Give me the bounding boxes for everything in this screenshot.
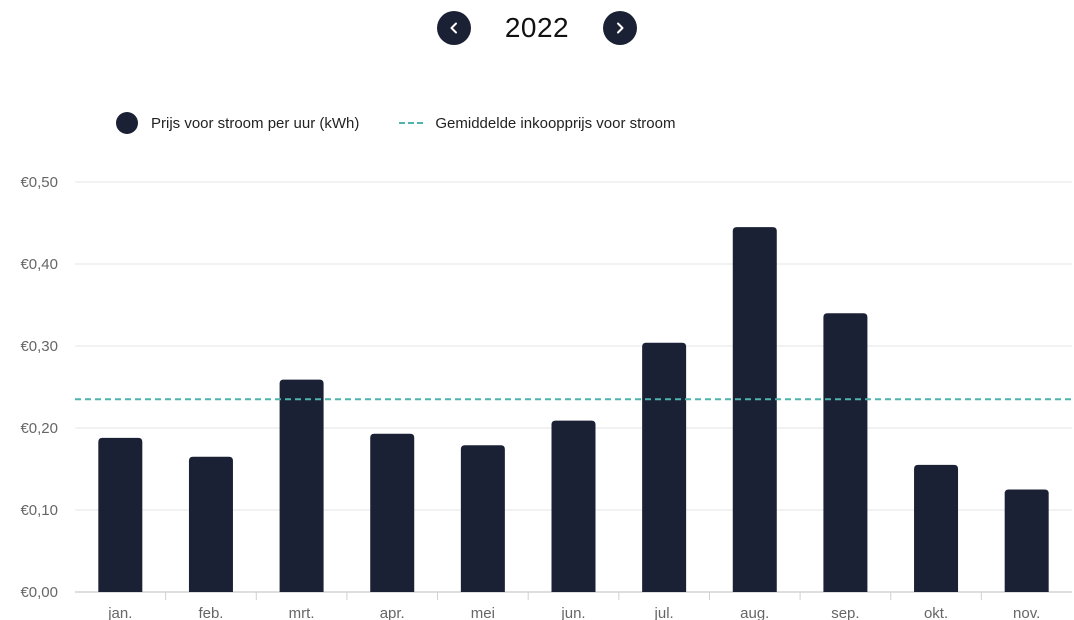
y-tick-label: €0,10 [20, 502, 58, 519]
y-axis-labels: €0,00 €0,10 €0,20 €0,30 €0,40 €0,50 [20, 174, 58, 601]
bar-jan[interactable] [98, 437, 143, 592]
bar-aug[interactable] [732, 227, 777, 592]
chevron-left-icon [450, 22, 457, 34]
bar-okt[interactable] [914, 464, 959, 592]
y-tick-label: €0,30 [20, 338, 58, 355]
x-tick-label: okt. [924, 605, 948, 620]
x-tick-label: apr. [380, 605, 405, 620]
bar-feb[interactable] [188, 456, 233, 592]
next-year-button[interactable] [603, 11, 638, 45]
legend-label-price: Prijs voor stroom per uur (kWh) [151, 114, 360, 132]
bar-sep[interactable] [823, 313, 868, 592]
x-tick-label: nov. [1013, 605, 1040, 620]
x-tick-label: jul. [654, 605, 674, 620]
bar-mrt[interactable] [279, 379, 324, 592]
y-tick-label: €0,00 [20, 584, 58, 601]
legend-label-average: Gemiddelde inkoopprijs voor stroom [435, 114, 676, 132]
x-tick-label: mei [471, 605, 495, 620]
bar-jul[interactable] [642, 342, 687, 592]
bar-apr[interactable] [370, 433, 415, 592]
bar-nov[interactable] [1004, 489, 1049, 593]
year-label: 2022 [504, 12, 570, 43]
bar-jun[interactable] [551, 420, 596, 592]
x-tick-label: mrt. [289, 605, 315, 620]
legend-dot-icon [116, 112, 138, 134]
x-tick-label: feb. [198, 605, 223, 620]
y-tick-label: €0,50 [20, 174, 58, 191]
legend-dashed-line-icon [399, 122, 424, 124]
previous-year-button[interactable] [436, 11, 471, 45]
legend-item-price[interactable]: Prijs voor stroom per uur (kWh) [116, 112, 359, 134]
year-navigator: 2022 [0, 0, 1074, 56]
x-tick-label: aug. [740, 605, 769, 620]
chart-legend: Prijs voor stroom per uur (kWh) Gemiddel… [116, 110, 676, 136]
legend-item-average[interactable]: Gemiddelde inkoopprijs voor stroom [359, 114, 676, 132]
x-tick-label: sep. [831, 605, 859, 620]
bars [98, 227, 1049, 593]
y-tick-label: €0,40 [20, 256, 58, 273]
x-axis-labels: jan. feb. mrt. apr. mei jun. jul. aug. sep. okt. n… [107, 592, 1040, 620]
x-tick-label: jan. [107, 605, 132, 620]
bar-mei[interactable] [460, 445, 505, 592]
chevron-right-icon [617, 22, 624, 34]
x-tick-label: jun. [560, 605, 585, 620]
y-tick-label: €0,20 [20, 420, 58, 437]
